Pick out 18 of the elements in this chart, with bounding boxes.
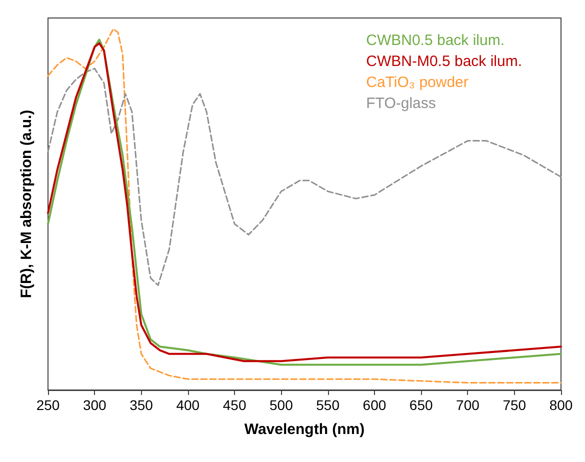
x-tick-label: 750 bbox=[502, 397, 526, 413]
x-tick-label: 350 bbox=[130, 397, 154, 413]
text: CWBN-M0.5 back ilum. bbox=[366, 53, 522, 70]
y-axis-title: F(R), K-M absorption (a.u.) bbox=[18, 110, 35, 298]
x-tick-label: 650 bbox=[409, 397, 433, 413]
text: FTO-glass bbox=[366, 95, 436, 112]
x-tick-label: 800 bbox=[549, 397, 573, 413]
x-tick-label: 600 bbox=[362, 397, 386, 413]
text: CWBN0.5 back ilum. bbox=[366, 32, 505, 49]
x-tick-label: 700 bbox=[456, 397, 480, 413]
x-tick-label: 250 bbox=[36, 397, 60, 413]
x-tick-label: 500 bbox=[270, 397, 294, 413]
text: CaTiO₃ powder bbox=[366, 74, 468, 91]
x-tick-label: 550 bbox=[316, 397, 340, 413]
x-tick-label: 450 bbox=[222, 397, 246, 413]
x-tick-label: 300 bbox=[82, 397, 107, 413]
x-tick-label: 400 bbox=[176, 397, 200, 413]
x-axis-title: Wavelength (nm) bbox=[244, 421, 365, 438]
